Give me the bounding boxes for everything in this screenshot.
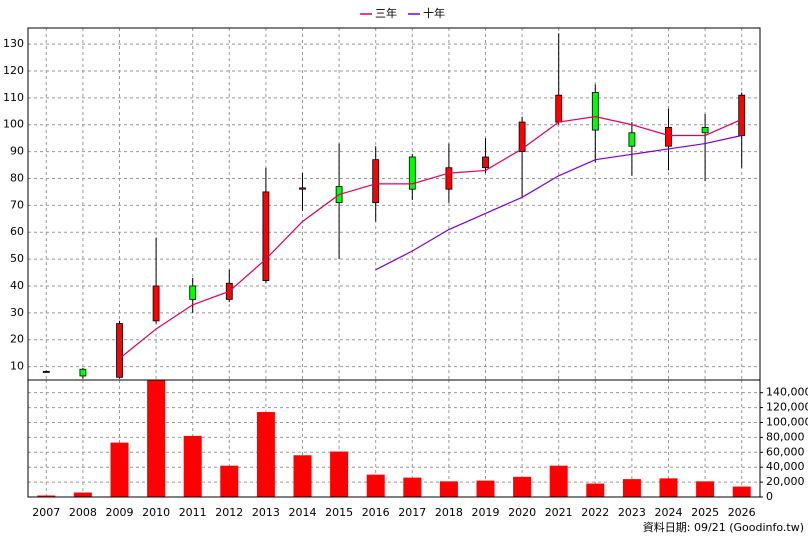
y-tick-label: 70	[10, 198, 24, 211]
y2-tick-label: 60,000	[766, 445, 805, 458]
candle-body	[116, 323, 123, 378]
x-tick-label: 2021	[545, 506, 573, 519]
volume-bar	[439, 481, 458, 497]
candle-body	[701, 127, 709, 134]
x-tick-label: 2009	[106, 506, 134, 519]
candle-body	[445, 167, 453, 190]
candle-body	[591, 92, 599, 131]
x-tick-label: 2016	[362, 506, 390, 519]
candle-body	[372, 159, 380, 204]
candle-body	[189, 285, 197, 300]
volume-bar	[659, 478, 678, 497]
candle-body	[79, 368, 87, 377]
ma-line	[375, 134, 742, 271]
volume-bar	[366, 474, 385, 497]
y-tick-label: 120	[3, 64, 24, 77]
candle-body	[738, 94, 746, 136]
y2-tick-label: 140,000	[766, 386, 808, 399]
candle-body	[408, 156, 416, 190]
volume-bar	[73, 492, 92, 497]
y-tick-label: 10	[10, 360, 24, 373]
volume-bar	[513, 476, 532, 497]
x-tick-label: 2023	[618, 506, 646, 519]
y-tick-label: 50	[10, 252, 24, 265]
x-tick-label: 2017	[398, 506, 426, 519]
volume-bar	[586, 483, 605, 497]
y2-tick-label: 80,000	[766, 430, 805, 443]
plot-frame	[27, 379, 761, 498]
volume-bar	[147, 380, 166, 497]
y2-tick-label: 120,000	[766, 401, 808, 414]
legend-label: 三年	[375, 6, 397, 20]
x-tick-label: 2020	[508, 506, 536, 519]
volume-bar	[622, 479, 641, 497]
volume-bar	[293, 455, 312, 497]
volume-bar	[330, 451, 349, 497]
y-tick-label: 130	[3, 37, 24, 50]
x-tick-label: 2024	[655, 506, 683, 519]
ma-line	[119, 116, 742, 359]
x-tick-label: 2015	[325, 506, 353, 519]
volume-bar	[183, 435, 202, 497]
y-tick-label: 90	[10, 145, 24, 158]
candle-body	[299, 187, 306, 190]
y-tick-label: 110	[3, 91, 24, 104]
volume-bar	[220, 465, 239, 497]
y2-tick-label: 100,000	[766, 415, 808, 428]
y2-tick-label: 0	[766, 490, 773, 503]
x-tick-label: 2010	[142, 506, 170, 519]
volume-bar	[256, 412, 275, 497]
x-tick-label: 2008	[69, 506, 97, 519]
y-tick-label: 60	[10, 225, 24, 238]
candle-body	[628, 132, 636, 147]
x-tick-label: 2011	[179, 506, 207, 519]
volume-bar	[476, 480, 495, 497]
y-tick-label: 100	[3, 118, 24, 131]
volume-bar	[549, 465, 568, 497]
volume-bar	[110, 442, 129, 497]
y2-tick-label: 40,000	[766, 460, 805, 473]
x-tick-label: 2019	[472, 506, 500, 519]
plot-frame	[27, 27, 761, 381]
y-tick-label: 20	[10, 333, 24, 346]
x-tick-label: 2014	[289, 506, 317, 519]
x-tick-label: 2022	[581, 506, 609, 519]
source-note: 資料日期: 09/21 (Goodinfo.tw)	[643, 520, 804, 534]
x-tick-label: 2012	[215, 506, 243, 519]
volume-bar	[37, 495, 56, 497]
y-tick-label: 30	[10, 306, 24, 319]
volume-bar	[732, 486, 751, 497]
x-tick-label: 2007	[32, 506, 60, 519]
candle-body	[152, 285, 160, 322]
candle-body	[42, 371, 50, 373]
x-tick-label: 2025	[691, 506, 719, 519]
candle-body	[555, 94, 563, 123]
y-tick-label: 80	[10, 171, 24, 184]
candle-body	[262, 191, 270, 281]
x-tick-label: 2026	[728, 506, 756, 519]
volume-bar	[696, 481, 715, 497]
x-tick-label: 2018	[435, 506, 463, 519]
volume-bar	[403, 477, 422, 497]
candle-body	[482, 156, 489, 169]
candle-body	[518, 121, 526, 153]
y2-tick-label: 20,000	[766, 475, 805, 488]
candle-body	[665, 127, 672, 147]
y-tick-label: 40	[10, 279, 24, 292]
legend-label: 十年	[423, 6, 445, 20]
x-tick-label: 2013	[252, 506, 280, 519]
